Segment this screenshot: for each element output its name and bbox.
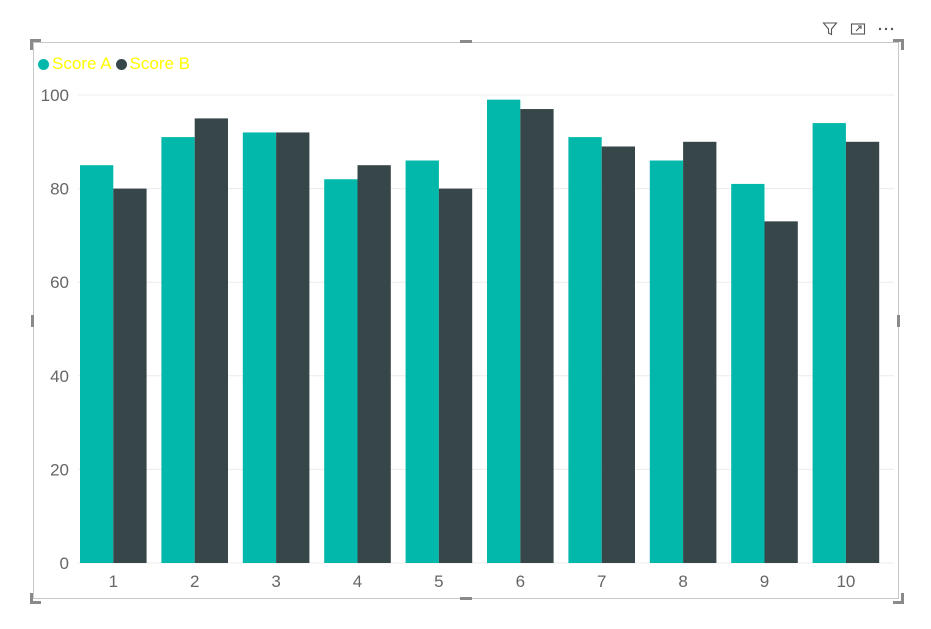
y-tick-label: 20 [50,460,69,479]
x-tick-label: 1 [109,572,118,591]
y-tick-label: 60 [50,273,69,292]
bar[interactable] [601,146,635,564]
bar[interactable] [80,165,114,563]
x-tick-label: 3 [271,572,280,591]
resize-handle-top-left[interactable] [30,39,41,50]
bar[interactable] [845,141,880,564]
resize-handle-bottom[interactable] [460,597,472,600]
bar[interactable] [487,99,521,564]
bar[interactable] [276,132,310,563]
x-tick-label: 10 [836,572,855,591]
legend-label: Score A [52,54,112,73]
bar[interactable] [242,132,277,563]
bar[interactable] [194,118,228,564]
visual-header [820,20,896,38]
resize-handle-top-right[interactable] [893,39,904,50]
x-tick-label: 4 [353,572,362,591]
x-tick-label: 8 [678,572,687,591]
focus-mode-icon[interactable] [848,20,868,38]
legend-item-score-a[interactable]: Score A [38,54,112,74]
chart-legend: Score A Score B [38,54,194,74]
legend-marker [115,58,127,70]
x-tick-label: 5 [434,572,443,591]
legend-marker [38,58,49,70]
bar[interactable] [357,165,391,563]
filter-icon[interactable] [820,20,840,38]
legend-label: Score B [129,54,191,73]
y-tick-label: 100 [41,86,69,105]
bar[interactable] [812,123,846,563]
x-tick-label: 2 [190,572,199,591]
bar[interactable] [520,109,554,563]
resize-handle-right[interactable] [897,315,900,327]
legend-item-score-b[interactable]: Score B [115,54,191,74]
resize-handle-bottom-right[interactable] [893,593,904,604]
bar[interactable] [764,221,798,564]
bar[interactable] [731,183,765,564]
x-tick-label: 9 [760,572,769,591]
bar[interactable] [161,137,195,563]
x-tick-label: 7 [597,572,606,591]
resize-handle-bottom-left[interactable] [30,593,41,604]
bar[interactable] [438,188,473,563]
y-tick-label: 0 [60,554,69,573]
y-tick-label: 40 [50,367,69,386]
bar[interactable] [324,179,358,564]
y-tick-label: 80 [50,180,69,199]
bar[interactable] [113,188,147,563]
bar[interactable] [568,137,602,563]
resize-handle-left[interactable] [31,315,34,327]
bar[interactable] [649,160,684,563]
more-options-icon[interactable] [876,20,896,38]
bar[interactable] [405,160,439,563]
bar[interactable] [683,141,717,564]
x-tick-label: 6 [516,572,525,591]
resize-handle-top[interactable] [460,40,472,43]
